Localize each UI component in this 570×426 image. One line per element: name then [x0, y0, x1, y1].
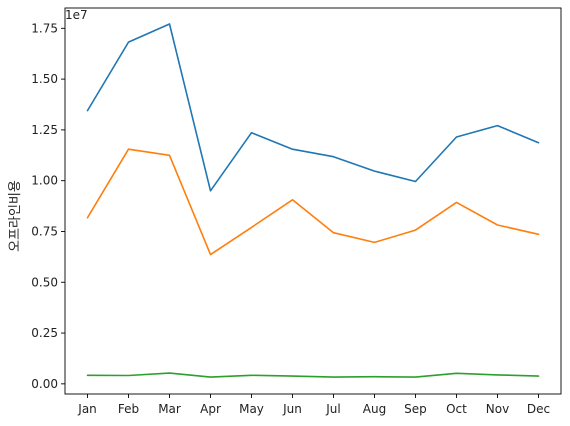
series-line-2	[86, 148, 540, 256]
y-tick-label: 0.50	[31, 275, 58, 289]
series-line-3	[86, 372, 540, 378]
x-tick-label: Apr	[200, 402, 221, 416]
x-tick-label: Jul	[325, 402, 340, 416]
y-tick-label: 1.25	[31, 123, 58, 137]
y-tick-label: 1.75	[31, 21, 58, 35]
x-tick-label: Jan	[77, 402, 97, 416]
x-tick-label: Jun	[282, 402, 302, 416]
plot-area: Jan Feb Mar Apr May Jun Jul Aug Sep Oct Nov Dec 0.00…	[31, 7, 562, 416]
y-tick-label: 1.00	[31, 174, 58, 188]
x-tick-label: Feb	[118, 402, 139, 416]
y-tick-label: 0.00	[31, 377, 58, 391]
x-tick-label: Sep	[404, 402, 427, 416]
x-tick-label: Dec	[527, 402, 550, 416]
x-tick-label: Aug	[363, 402, 386, 416]
x-tick-label: Oct	[446, 402, 467, 416]
x-tick-label: Mar	[158, 402, 181, 416]
series-line-1	[86, 23, 540, 192]
plot-frame	[64, 7, 562, 395]
y-axis-label: 오프라인비용	[8, 180, 23, 252]
y-tick-label: 1.50	[31, 72, 58, 86]
y-offset-label: 1e7	[65, 8, 88, 22]
x-tick-label: Nov	[486, 402, 509, 416]
y-tick-label: 0.75	[31, 224, 58, 238]
x-tick-label: May	[239, 402, 264, 416]
y-tick-label: 0.25	[31, 326, 58, 340]
